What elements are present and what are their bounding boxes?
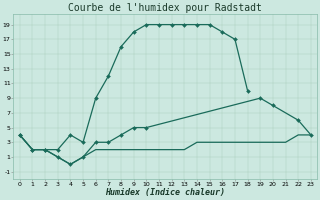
X-axis label: Humidex (Indice chaleur): Humidex (Indice chaleur) [105,188,225,197]
Title: Courbe de l'humidex pour Radstadt: Courbe de l'humidex pour Radstadt [68,3,262,13]
